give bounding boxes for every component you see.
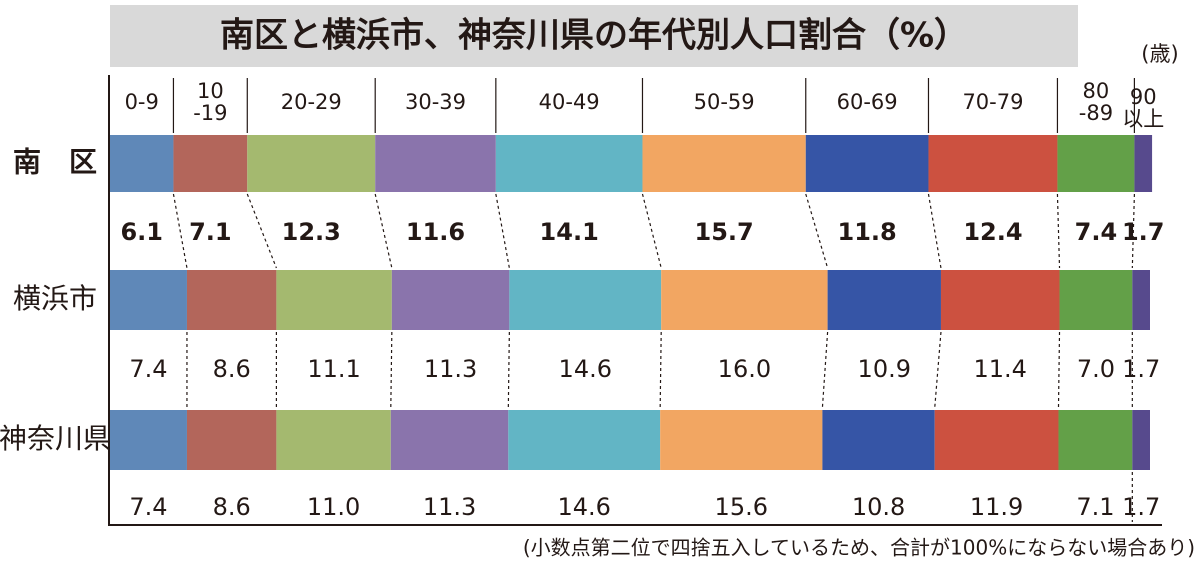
bar-segment: [247, 135, 376, 192]
value-label: 10.8: [852, 493, 905, 521]
title-box: [110, 5, 1078, 67]
connector: [641, 193, 662, 269]
bar-segment: [375, 135, 496, 192]
value-label: 1.7: [1122, 493, 1160, 521]
age-group-label: 80 -89: [1078, 79, 1114, 125]
bar-segment: [642, 135, 806, 192]
age-group-label: 90 以上: [1122, 85, 1165, 131]
bar-segment: [661, 270, 828, 330]
value-label: 7.4: [129, 355, 167, 383]
value-label: 11.0: [307, 493, 360, 521]
bar-segment: [822, 410, 935, 470]
value-label: 11.4: [974, 355, 1027, 383]
age-group-label: 30-39: [405, 90, 467, 114]
bar-segment: [186, 410, 277, 470]
connector: [246, 193, 277, 269]
row-label: 南 区: [13, 146, 97, 179]
connector: [805, 193, 829, 269]
value-label: 11.3: [423, 493, 476, 521]
bar-segment: [805, 135, 929, 192]
value-label: 12.3: [282, 218, 341, 246]
value-label: 7.1: [1076, 493, 1114, 521]
connector: [495, 193, 510, 269]
value-label: 7.4: [1075, 218, 1118, 246]
bar-segment: [1059, 270, 1133, 330]
bar-segment: [660, 410, 823, 470]
value-label: 11.6: [406, 218, 465, 246]
bar-segment: [276, 270, 392, 330]
age-group-label: 70-79: [962, 90, 1024, 114]
chart-title: 南区と横浜市、神奈川県の年代別人口割合（%）: [220, 16, 968, 56]
value-label: 14.1: [540, 218, 599, 246]
row-label: 神奈川県: [0, 422, 111, 455]
connector: [172, 193, 188, 269]
bar-segment: [827, 270, 941, 330]
bar-segment: [495, 135, 643, 192]
connector: [1057, 331, 1061, 409]
connector: [821, 331, 829, 409]
bar-segment: [1132, 270, 1150, 330]
connector: [1056, 193, 1061, 269]
bar-segment: [934, 410, 1059, 470]
bar-segment: [110, 270, 187, 330]
value-label: 14.6: [559, 355, 612, 383]
bar-segment: [276, 410, 391, 470]
age-group-label: 20-29: [280, 90, 342, 114]
age-group-label: 50-59: [693, 90, 755, 114]
connector: [390, 331, 393, 409]
bar-segment: [1132, 410, 1150, 470]
value-label: 1.7: [1122, 218, 1165, 246]
footnote: (小数点第二位で四捨五入しているため、合計が100%にならない場合あり): [523, 536, 1195, 560]
value-label: 10.9: [858, 355, 911, 383]
bar-segment: [1057, 135, 1135, 192]
value-label: 7.4: [129, 493, 167, 521]
value-label: 1.7: [1122, 355, 1160, 383]
connector: [659, 331, 662, 409]
connector: [927, 193, 942, 269]
value-label: 14.6: [558, 493, 611, 521]
value-label: 12.4: [963, 218, 1022, 246]
bar-segment: [391, 270, 510, 330]
age-group-label: 10 -19: [193, 79, 228, 125]
value-label: 8.6: [213, 493, 251, 521]
value-label: 15.6: [715, 493, 768, 521]
unit-label: (歳): [1141, 42, 1178, 66]
value-label: 11.9: [970, 493, 1023, 521]
bar-segment: [186, 270, 277, 330]
connector: [1131, 193, 1135, 269]
connector: [374, 193, 393, 269]
bar-segment: [1058, 410, 1133, 470]
bar-segment: [508, 410, 661, 470]
bar-segment: [1134, 135, 1153, 192]
bar-segment: [110, 410, 187, 470]
value-label: 15.7: [695, 218, 754, 246]
age-group-label: 40-49: [538, 90, 600, 114]
bar-segment: [110, 135, 174, 192]
value-label: 16.0: [718, 355, 771, 383]
value-label: 11.8: [838, 218, 897, 246]
value-label: 8.6: [213, 355, 251, 383]
age-group-label: 0-9: [124, 90, 159, 114]
value-label: 11.3: [424, 355, 477, 383]
value-label: 7.1: [189, 218, 232, 246]
bar-segment: [509, 270, 662, 330]
connector: [934, 331, 942, 409]
connector: [507, 331, 510, 409]
bar-segment: [940, 270, 1060, 330]
value-label: 6.1: [120, 218, 163, 246]
age-group-label: 60-69: [836, 90, 898, 114]
bar-segment: [390, 410, 509, 470]
row-label: 横浜市: [13, 282, 97, 315]
bar-segment: [928, 135, 1058, 192]
value-label: 7.0: [1077, 355, 1115, 383]
bar-segment: [173, 135, 248, 192]
value-label: 11.1: [307, 355, 360, 383]
